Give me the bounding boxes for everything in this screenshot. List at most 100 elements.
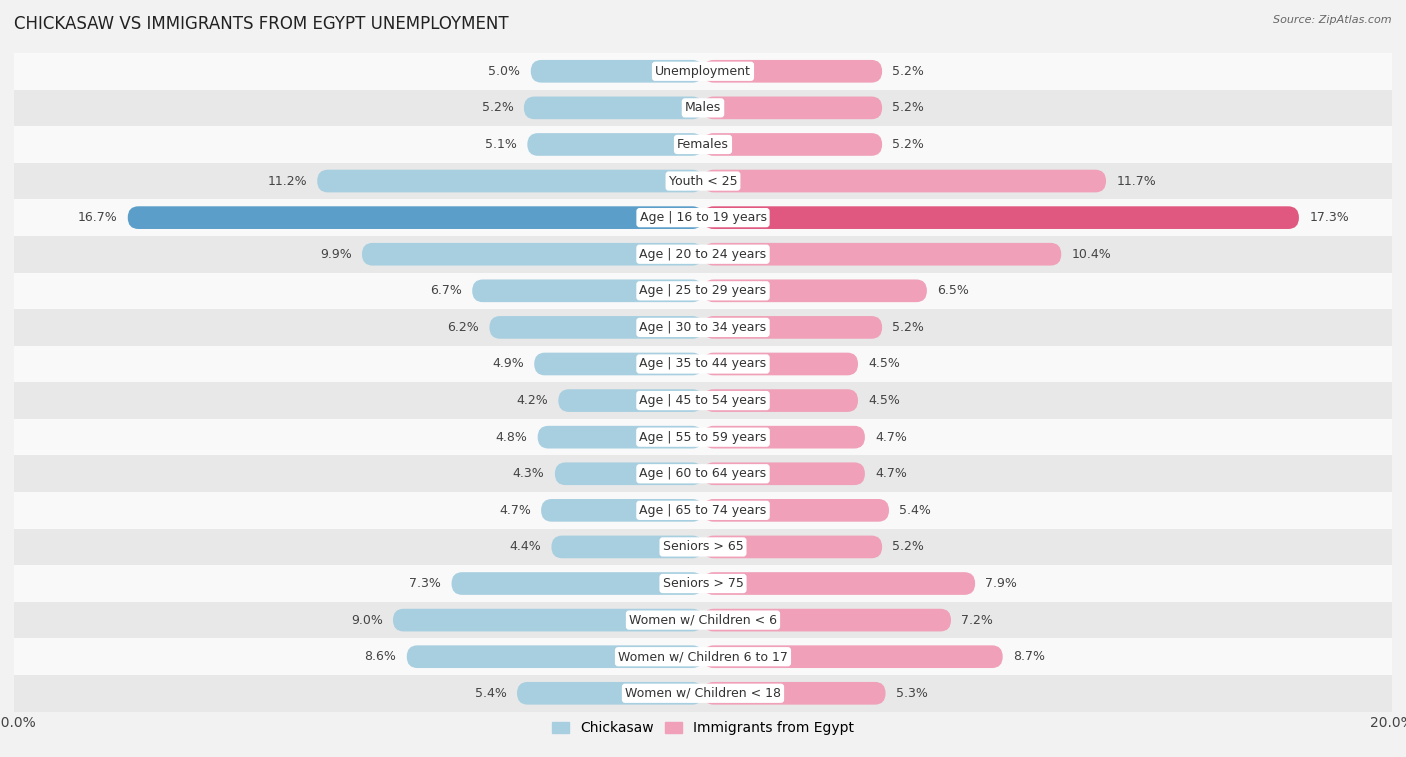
Bar [14,456,1392,492]
Text: 9.0%: 9.0% [350,614,382,627]
FancyBboxPatch shape [524,97,703,119]
FancyBboxPatch shape [541,499,703,522]
Text: 5.3%: 5.3% [896,687,928,699]
Text: 8.6%: 8.6% [364,650,396,663]
FancyBboxPatch shape [703,426,865,448]
FancyBboxPatch shape [361,243,703,266]
Text: 5.2%: 5.2% [893,138,924,151]
Text: 11.7%: 11.7% [1116,175,1156,188]
FancyBboxPatch shape [703,207,1299,229]
Text: 6.7%: 6.7% [430,285,461,298]
FancyBboxPatch shape [703,463,865,485]
FancyBboxPatch shape [527,133,703,156]
FancyBboxPatch shape [534,353,703,375]
FancyBboxPatch shape [472,279,703,302]
FancyBboxPatch shape [392,609,703,631]
Text: Age | 45 to 54 years: Age | 45 to 54 years [640,394,766,407]
Text: Seniors > 75: Seniors > 75 [662,577,744,590]
Text: 4.4%: 4.4% [509,540,541,553]
Bar [14,199,1392,236]
Bar [14,236,1392,273]
Bar [14,346,1392,382]
Text: 10.4%: 10.4% [1071,248,1111,260]
Text: 5.2%: 5.2% [482,101,513,114]
Text: Youth < 25: Youth < 25 [669,175,737,188]
Text: Women w/ Children < 6: Women w/ Children < 6 [628,614,778,627]
Text: 7.9%: 7.9% [986,577,1018,590]
Bar [14,492,1392,528]
Text: Age | 16 to 19 years: Age | 16 to 19 years [640,211,766,224]
Text: Unemployment: Unemployment [655,65,751,78]
Legend: Chickasaw, Immigrants from Egypt: Chickasaw, Immigrants from Egypt [547,716,859,741]
Text: 8.7%: 8.7% [1012,650,1045,663]
FancyBboxPatch shape [406,646,703,668]
Text: 5.1%: 5.1% [485,138,517,151]
Text: 5.2%: 5.2% [893,65,924,78]
Bar [14,675,1392,712]
Text: 4.5%: 4.5% [869,357,900,370]
Bar [14,638,1392,675]
Text: 5.0%: 5.0% [488,65,520,78]
FancyBboxPatch shape [703,646,1002,668]
FancyBboxPatch shape [128,207,703,229]
Bar [14,419,1392,456]
Text: Age | 55 to 59 years: Age | 55 to 59 years [640,431,766,444]
Text: Age | 30 to 34 years: Age | 30 to 34 years [640,321,766,334]
Bar [14,602,1392,638]
FancyBboxPatch shape [551,536,703,558]
FancyBboxPatch shape [703,279,927,302]
FancyBboxPatch shape [451,572,703,595]
Text: 16.7%: 16.7% [77,211,117,224]
Text: 17.3%: 17.3% [1309,211,1348,224]
Text: Age | 65 to 74 years: Age | 65 to 74 years [640,504,766,517]
Text: CHICKASAW VS IMMIGRANTS FROM EGYPT UNEMPLOYMENT: CHICKASAW VS IMMIGRANTS FROM EGYPT UNEMP… [14,15,509,33]
FancyBboxPatch shape [703,609,950,631]
Text: 4.7%: 4.7% [875,431,907,444]
Text: 9.9%: 9.9% [321,248,352,260]
FancyBboxPatch shape [703,316,882,338]
FancyBboxPatch shape [537,426,703,448]
Bar [14,382,1392,419]
Text: 6.2%: 6.2% [447,321,479,334]
FancyBboxPatch shape [703,389,858,412]
FancyBboxPatch shape [703,97,882,119]
Text: Source: ZipAtlas.com: Source: ZipAtlas.com [1274,15,1392,25]
Text: 6.5%: 6.5% [938,285,969,298]
FancyBboxPatch shape [703,499,889,522]
FancyBboxPatch shape [703,60,882,83]
FancyBboxPatch shape [703,572,976,595]
Text: 4.7%: 4.7% [875,467,907,480]
FancyBboxPatch shape [318,170,703,192]
FancyBboxPatch shape [703,243,1062,266]
Text: 4.3%: 4.3% [513,467,544,480]
Text: Women w/ Children < 18: Women w/ Children < 18 [626,687,780,699]
Bar [14,53,1392,89]
Text: 5.4%: 5.4% [900,504,931,517]
Text: Males: Males [685,101,721,114]
FancyBboxPatch shape [517,682,703,705]
Bar [14,309,1392,346]
Text: Females: Females [678,138,728,151]
Text: Age | 60 to 64 years: Age | 60 to 64 years [640,467,766,480]
Text: 5.2%: 5.2% [893,321,924,334]
Bar [14,273,1392,309]
FancyBboxPatch shape [703,170,1107,192]
Bar [14,126,1392,163]
Text: Women w/ Children 6 to 17: Women w/ Children 6 to 17 [619,650,787,663]
Text: 7.3%: 7.3% [409,577,441,590]
Text: 7.2%: 7.2% [962,614,993,627]
Text: 4.8%: 4.8% [495,431,527,444]
FancyBboxPatch shape [703,133,882,156]
Text: 4.7%: 4.7% [499,504,531,517]
Bar [14,565,1392,602]
Text: 5.2%: 5.2% [893,101,924,114]
Bar [14,528,1392,565]
Text: 4.9%: 4.9% [492,357,524,370]
FancyBboxPatch shape [703,536,882,558]
Bar [14,89,1392,126]
Text: Age | 25 to 29 years: Age | 25 to 29 years [640,285,766,298]
Text: 5.2%: 5.2% [893,540,924,553]
Text: 5.4%: 5.4% [475,687,506,699]
Text: 11.2%: 11.2% [267,175,307,188]
FancyBboxPatch shape [555,463,703,485]
